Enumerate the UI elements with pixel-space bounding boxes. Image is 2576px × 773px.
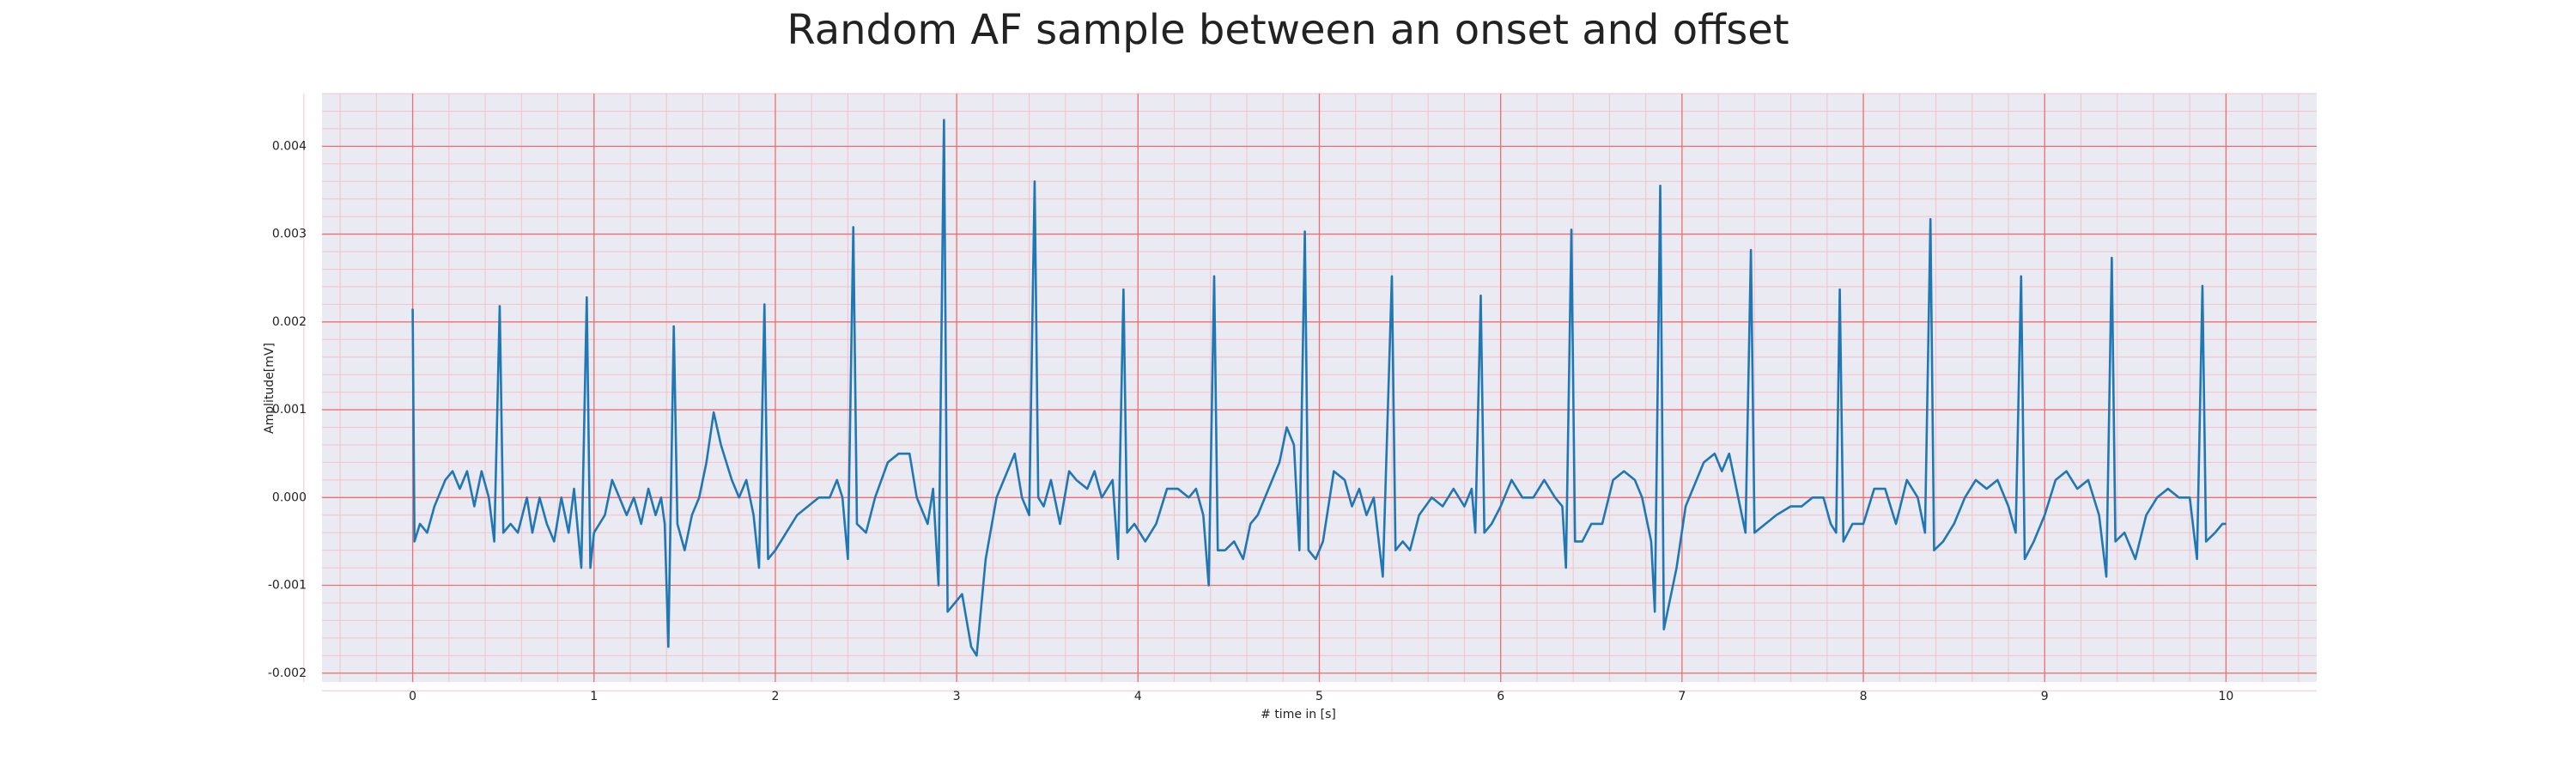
y-tick-label: -0.001 <box>268 579 307 593</box>
data-line <box>411 119 2227 657</box>
x-tick-label: 0 <box>409 690 416 703</box>
plot-background-layer <box>303 93 2317 691</box>
y-tick-label: 0.001 <box>272 403 307 417</box>
x-tick-label: 6 <box>1497 690 1504 703</box>
x-tick-label: 9 <box>2041 690 2049 703</box>
y-tick-label: 0.002 <box>272 315 307 329</box>
y-tick-label: 0.003 <box>272 228 307 241</box>
x-tick-label: 8 <box>1860 690 1868 703</box>
chart-title: Random AF sample between an onset and of… <box>787 6 1789 54</box>
x-tick-label: 1 <box>590 690 598 703</box>
x-tick-label: 10 <box>2218 690 2233 703</box>
x-tick-label: 5 <box>1315 690 1323 703</box>
x-tick-label: 7 <box>1678 690 1686 703</box>
x-tick-label: 3 <box>953 690 961 703</box>
y-tick-label: -0.002 <box>268 666 307 680</box>
x-axis-label: # time in [s] <box>1261 708 1336 721</box>
y-axis-label: Amplitude[mV] <box>263 343 276 434</box>
major-grid <box>322 94 2317 682</box>
x-tick-label: 4 <box>1134 690 1142 703</box>
x-tick-label: 2 <box>771 690 779 703</box>
y-tick-label: 0.004 <box>272 139 307 153</box>
y-tick-label: 0.000 <box>272 490 307 504</box>
